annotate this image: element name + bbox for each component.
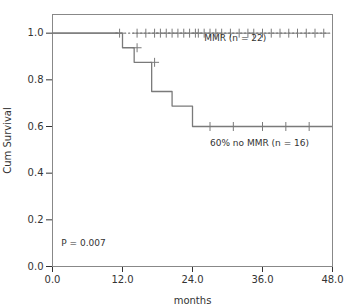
svg-text:months: months: [174, 295, 212, 306]
svg-text:1.0: 1.0: [28, 27, 44, 38]
svg-text:60% no MMR (n = 16): 60% no MMR (n = 16): [210, 138, 309, 148]
svg-text:0.0: 0.0: [45, 274, 61, 285]
svg-text:MMR (n = 22): MMR (n = 22): [204, 33, 266, 43]
svg-text:0.8: 0.8: [28, 74, 44, 85]
svg-text:0.6: 0.6: [28, 121, 44, 132]
svg-text:P = 0.007: P = 0.007: [61, 238, 105, 248]
svg-text:0.2: 0.2: [28, 214, 44, 225]
svg-text:12.0: 12.0: [111, 274, 133, 285]
svg-text:36.0: 36.0: [251, 274, 273, 285]
svg-text:24.0: 24.0: [181, 274, 203, 285]
svg-text:48.0: 48.0: [321, 274, 343, 285]
svg-text:Cum Survival: Cum Survival: [2, 107, 13, 174]
svg-text:0.4: 0.4: [28, 167, 44, 178]
svg-text:0.0: 0.0: [28, 261, 44, 272]
